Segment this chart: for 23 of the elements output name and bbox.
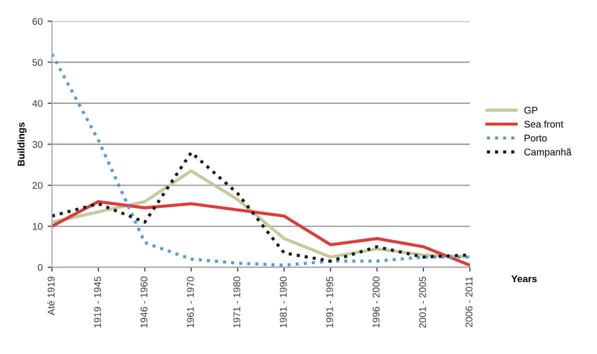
legend-label: GP bbox=[524, 106, 538, 114]
y-tick-label: 10 bbox=[32, 223, 43, 230]
y-tick-label: 60 bbox=[32, 18, 43, 25]
x-tick-label: 1919 - 1945 bbox=[94, 276, 101, 328]
x-tick-label: 2006 - 2011 bbox=[466, 276, 472, 327]
y-tick-label: 0 bbox=[38, 264, 43, 271]
y-tick-label: 30 bbox=[32, 140, 43, 148]
legend-label: Porto bbox=[524, 134, 547, 142]
x-tick-label: 2001 - 2005 bbox=[419, 276, 426, 328]
y-tick-label: 40 bbox=[32, 100, 43, 107]
x-tick-label: 1971 - 1980 bbox=[233, 276, 240, 328]
x-tick-label: 1991 - 1995 bbox=[326, 276, 334, 328]
x-tick-label: 1996 - 2000 bbox=[372, 276, 380, 328]
legend-label: Campanhã bbox=[524, 148, 572, 158]
y-tick-label: 20 bbox=[32, 182, 43, 189]
x-axis-title: Years bbox=[511, 275, 537, 282]
y-axis-title: Buildings bbox=[17, 122, 27, 166]
legend-label: Sea front bbox=[524, 120, 564, 128]
x-tick-label: 1946 - 1960 bbox=[140, 276, 148, 328]
x-tick-label: 1981 - 1990 bbox=[280, 276, 287, 328]
x-tick-label: 1961 - 1970 bbox=[186, 276, 194, 328]
x-tick-label: Até 1919 bbox=[47, 276, 55, 316]
y-tick-label: 50 bbox=[32, 58, 43, 66]
